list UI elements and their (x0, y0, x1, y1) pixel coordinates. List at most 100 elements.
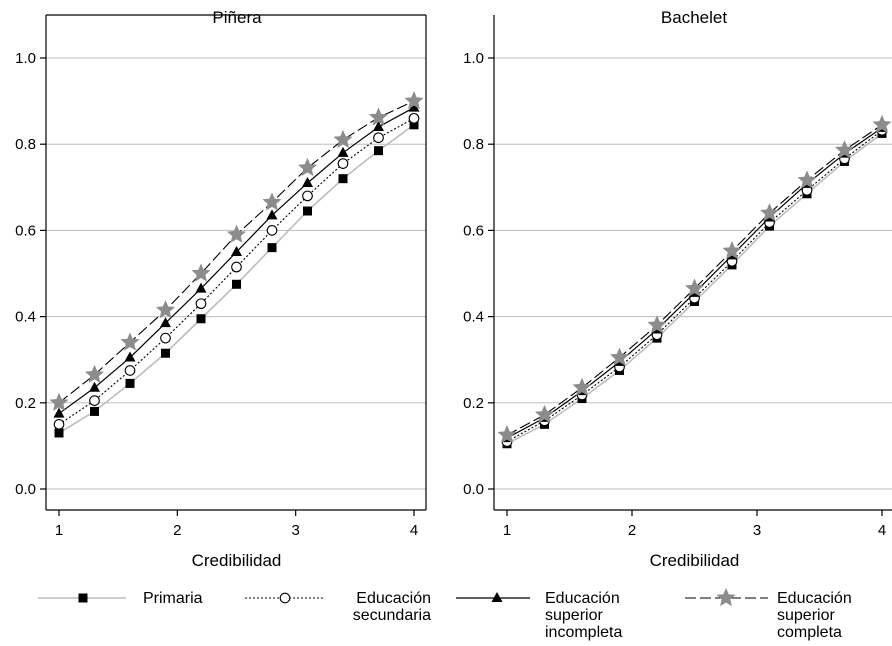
data-point-secundaria (266, 225, 278, 236)
y-tick-label: 0.0 (15, 481, 36, 498)
chart-panel-left: Piñera 0.0 0.2 0.4 0.6 0.8 1.0 1 2 3 4 Credibilidad (15, 8, 427, 570)
series-incompleta (53, 101, 420, 418)
data-point-completa (647, 315, 667, 334)
x-tick-label: 2 (628, 522, 636, 539)
data-point-incompleta (231, 245, 242, 256)
legend-marker-secundaria (279, 592, 291, 604)
y-tick-label: 0.8 (15, 136, 36, 153)
data-point-incompleta (337, 146, 349, 157)
data-point-primaria (196, 314, 206, 324)
legend-label: secundaria (353, 607, 431, 624)
series-completa (497, 115, 892, 444)
data-point-completa (685, 278, 704, 297)
data-point-secundaria (231, 261, 242, 273)
data-point-incompleta (266, 209, 278, 220)
legend-label: completa (777, 624, 842, 641)
data-point-incompleta (195, 282, 207, 293)
data-point-completa (85, 365, 104, 383)
data-point-completa (191, 263, 211, 282)
data-point-secundaria (195, 298, 207, 310)
legend-marker-primaria (78, 593, 88, 603)
chart-title: Bachelet (661, 8, 727, 27)
data-point-primaria (90, 406, 99, 416)
data-point-primaria (409, 120, 419, 130)
series-line-primaria (58, 124, 415, 434)
legend-label: superior (777, 607, 835, 624)
y-tick-label: 0.0 (463, 481, 484, 498)
data-point-secundaria (160, 332, 171, 344)
legend-label: Educación (356, 590, 431, 607)
data-point-incompleta (160, 317, 171, 328)
series-completa (49, 91, 424, 411)
data-point-completa (760, 203, 779, 222)
data-point-completa (535, 405, 554, 423)
data-point-completa (610, 347, 629, 366)
y-tick-label: 1.0 (463, 50, 484, 67)
x-tick-label: 4 (878, 522, 886, 539)
data-point-primaria (338, 174, 348, 184)
x-axis-label: Credibilidad (650, 551, 740, 570)
data-point-completa (156, 300, 175, 319)
x-tick-label: 3 (291, 522, 299, 539)
series-line-incompleta (58, 107, 415, 415)
data-point-completa (835, 140, 854, 159)
y-tick-label: 0.2 (463, 395, 484, 412)
data-point-secundaria (53, 419, 65, 430)
x-tick-label: 4 (410, 522, 418, 539)
data-point-completa (369, 107, 388, 126)
data-point-secundaria (408, 112, 420, 124)
data-point-incompleta (408, 101, 420, 112)
data-point-completa (227, 224, 246, 243)
data-point-primaria (303, 206, 312, 216)
data-point-primaria (161, 348, 170, 358)
y-tick-label: 0.6 (463, 222, 484, 239)
data-point-incompleta (124, 351, 136, 362)
legend-label: Primaria (143, 590, 203, 607)
y-tick-label: 0.4 (15, 309, 36, 326)
legend-label: incompleta (545, 624, 622, 641)
legend-item-primaria: Primaria (38, 590, 203, 607)
y-tick-label: 0.8 (463, 136, 484, 153)
legend-marker-incompleta (491, 592, 503, 602)
data-point-secundaria (337, 158, 349, 169)
series-primaria (54, 120, 419, 438)
data-point-secundaria (124, 365, 136, 376)
data-point-completa (333, 130, 353, 148)
data-point-completa (872, 115, 892, 133)
chart-title: Piñera (212, 8, 262, 27)
data-point-secundaria (302, 190, 313, 202)
data-point-completa (404, 91, 424, 110)
data-point-incompleta (373, 120, 384, 131)
chart-panel-right: Bachelet 0.0 0.2 0.4 0.6 0.8 1.0 1 2 3 4 Credibilid… (463, 8, 892, 570)
data-point-completa (497, 425, 517, 444)
data-point-primaria (232, 279, 241, 289)
data-point-incompleta (89, 381, 100, 392)
legend-marker-completa (716, 588, 736, 606)
y-tick-label: 1.0 (15, 50, 36, 67)
data-point-primaria (54, 428, 64, 438)
legend: Primaria EducaciónsecundariaEducaciónsupe… (38, 588, 852, 641)
data-point-secundaria (373, 132, 384, 144)
data-point-completa (572, 377, 592, 396)
data-point-primaria (267, 243, 277, 253)
data-point-completa (120, 332, 140, 351)
data-point-primaria (374, 146, 383, 156)
x-tick-label: 1 (55, 522, 63, 539)
legend-label: superior (545, 607, 603, 624)
data-point-primaria (125, 378, 135, 388)
data-point-completa (262, 192, 282, 211)
series-line-completa (506, 124, 883, 436)
series-secundaria (53, 112, 420, 430)
x-tick-label: 1 (503, 522, 511, 539)
data-point-completa (49, 393, 69, 411)
x-tick-label: 2 (173, 522, 181, 539)
data-point-completa (298, 158, 317, 176)
data-point-completa (797, 170, 817, 189)
data-point-secundaria (89, 395, 100, 406)
data-point-incompleta (53, 407, 65, 418)
legend-label: Educación (777, 590, 852, 607)
